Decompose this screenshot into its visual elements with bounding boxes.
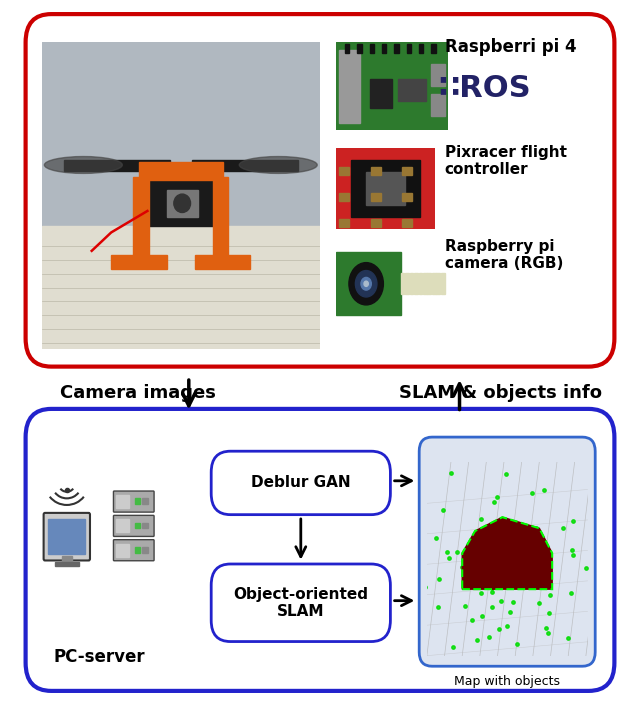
Text: PC-server: PC-server xyxy=(53,648,145,666)
Text: Pixracer flight
controller: Pixracer flight controller xyxy=(445,145,567,177)
Text: SLAM & objects info: SLAM & objects info xyxy=(399,384,602,402)
FancyBboxPatch shape xyxy=(211,564,390,642)
Text: Object-oriented
SLAM: Object-oriented SLAM xyxy=(234,587,368,619)
Text: Map with objects: Map with objects xyxy=(454,675,560,688)
FancyBboxPatch shape xyxy=(211,451,390,515)
FancyBboxPatch shape xyxy=(419,437,595,666)
FancyBboxPatch shape xyxy=(26,409,614,691)
Text: Deblur GAN: Deblur GAN xyxy=(251,475,351,491)
Text: Raspberri pi 4: Raspberri pi 4 xyxy=(445,38,577,56)
Text: ∷ROS: ∷ROS xyxy=(438,74,531,104)
Text: Camera images: Camera images xyxy=(60,384,216,402)
Text: Raspberry pi
camera (RGB): Raspberry pi camera (RGB) xyxy=(445,239,563,271)
FancyBboxPatch shape xyxy=(26,14,614,367)
